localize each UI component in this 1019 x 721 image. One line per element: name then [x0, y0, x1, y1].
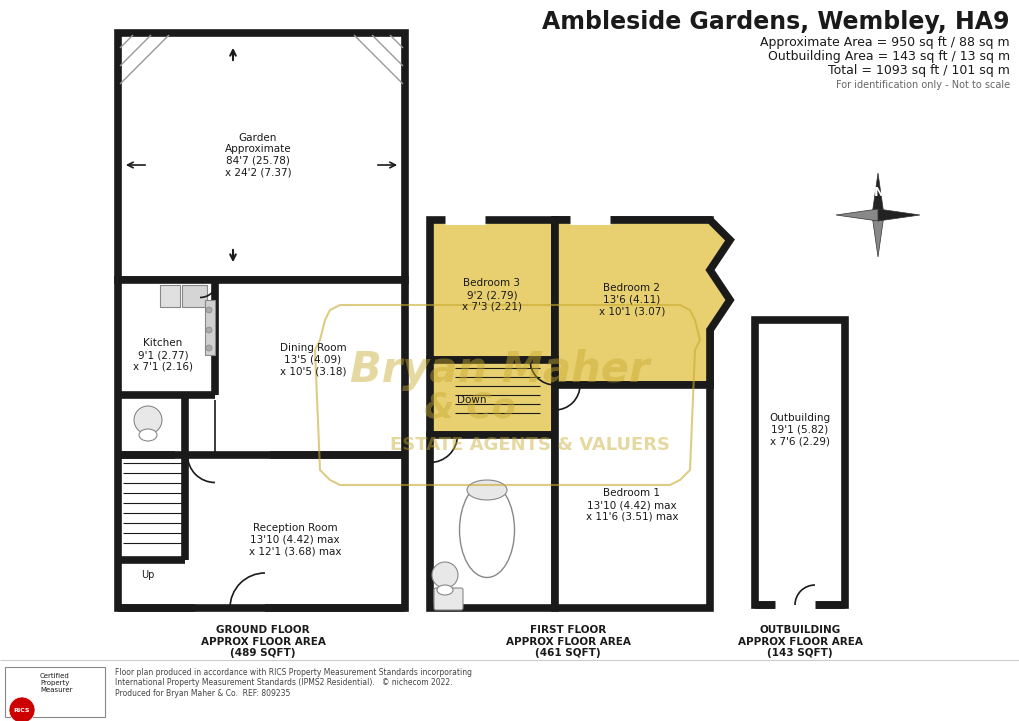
Text: Ambleside Gardens, Wembley, HA9: Ambleside Gardens, Wembley, HA9 — [542, 10, 1009, 34]
Bar — [118, 280, 405, 608]
Text: Total = 1093 sq ft / 101 sq m: Total = 1093 sq ft / 101 sq m — [827, 64, 1009, 77]
Text: Garden
Approximate
84'7 (25.78)
x 24'2 (7.37): Garden Approximate 84'7 (25.78) x 24'2 (… — [224, 133, 291, 177]
Text: Certified
Property
Measurer: Certified Property Measurer — [40, 673, 72, 693]
Text: Reception Room
13'10 (4.42) max
x 12'1 (3.68) max: Reception Room 13'10 (4.42) max x 12'1 (… — [249, 523, 341, 557]
Text: Bedroom 2
13'6 (4.11)
x 10'1 (3.07): Bedroom 2 13'6 (4.11) x 10'1 (3.07) — [598, 283, 664, 317]
Text: RICS: RICS — [13, 707, 31, 712]
Bar — [430, 435, 554, 608]
Ellipse shape — [139, 429, 157, 441]
Text: Floor plan produced in accordance with RICS Property Measurement Standards incor: Floor plan produced in accordance with R… — [115, 668, 472, 698]
Text: ESTATE AGENTS & VALUERS: ESTATE AGENTS & VALUERS — [389, 436, 669, 454]
Bar — [181, 285, 207, 307]
FancyBboxPatch shape — [433, 588, 463, 610]
Bar — [160, 285, 179, 307]
Polygon shape — [836, 209, 877, 221]
Bar — [430, 360, 554, 435]
Text: OUTBUILDING
APPROX FLOOR AREA
(143 SQFT): OUTBUILDING APPROX FLOOR AREA (143 SQFT) — [737, 625, 862, 658]
Bar — [118, 33, 405, 280]
Text: Up: Up — [142, 570, 155, 580]
Bar — [554, 220, 709, 385]
Polygon shape — [877, 209, 919, 221]
Text: GROUND FLOOR
APPROX FLOOR AREA
(489 SQFT): GROUND FLOOR APPROX FLOOR AREA (489 SQFT… — [201, 625, 325, 658]
Bar — [5, 667, 105, 717]
Text: Down: Down — [457, 395, 486, 405]
Ellipse shape — [436, 585, 452, 595]
Circle shape — [206, 345, 212, 351]
Text: Approximate Area = 950 sq ft / 88 sq m: Approximate Area = 950 sq ft / 88 sq m — [759, 36, 1009, 49]
Bar — [430, 220, 554, 360]
Text: Bedroom 1
13'10 (4.42) max
x 11'6 (3.51) max: Bedroom 1 13'10 (4.42) max x 11'6 (3.51)… — [585, 488, 678, 521]
Text: Outbuilding
19'1 (5.82)
x 7'6 (2.29): Outbuilding 19'1 (5.82) x 7'6 (2.29) — [768, 413, 829, 446]
Text: Bryan Maher: Bryan Maher — [350, 349, 649, 391]
Bar — [554, 385, 709, 608]
Ellipse shape — [459, 482, 514, 578]
Circle shape — [9, 697, 35, 721]
Text: Kitchen
9'1 (2.77)
x 7'1 (2.16): Kitchen 9'1 (2.77) x 7'1 (2.16) — [132, 338, 193, 371]
Ellipse shape — [467, 480, 506, 500]
Circle shape — [206, 307, 212, 313]
Text: Dining Room
13'5 (4.09)
x 10'5 (3.18): Dining Room 13'5 (4.09) x 10'5 (3.18) — [279, 343, 346, 376]
Polygon shape — [871, 173, 883, 215]
Bar — [754, 320, 844, 605]
Text: For identification only - Not to scale: For identification only - Not to scale — [835, 80, 1009, 90]
Circle shape — [206, 327, 212, 333]
Text: Outbuilding Area = 143 sq ft / 13 sq m: Outbuilding Area = 143 sq ft / 13 sq m — [767, 50, 1009, 63]
Text: FIRST FLOOR
APPROX FLOOR AREA
(461 SQFT): FIRST FLOOR APPROX FLOOR AREA (461 SQFT) — [505, 625, 630, 658]
Text: N: N — [873, 187, 883, 200]
Text: Bedroom 3
9'2 (2.79)
x 7'3 (2.21): Bedroom 3 9'2 (2.79) x 7'3 (2.21) — [462, 278, 522, 311]
Circle shape — [133, 406, 162, 434]
Text: & Co: & Co — [424, 391, 516, 425]
Polygon shape — [871, 215, 883, 257]
Circle shape — [432, 562, 458, 588]
Bar — [205, 300, 215, 355]
Polygon shape — [554, 220, 730, 385]
